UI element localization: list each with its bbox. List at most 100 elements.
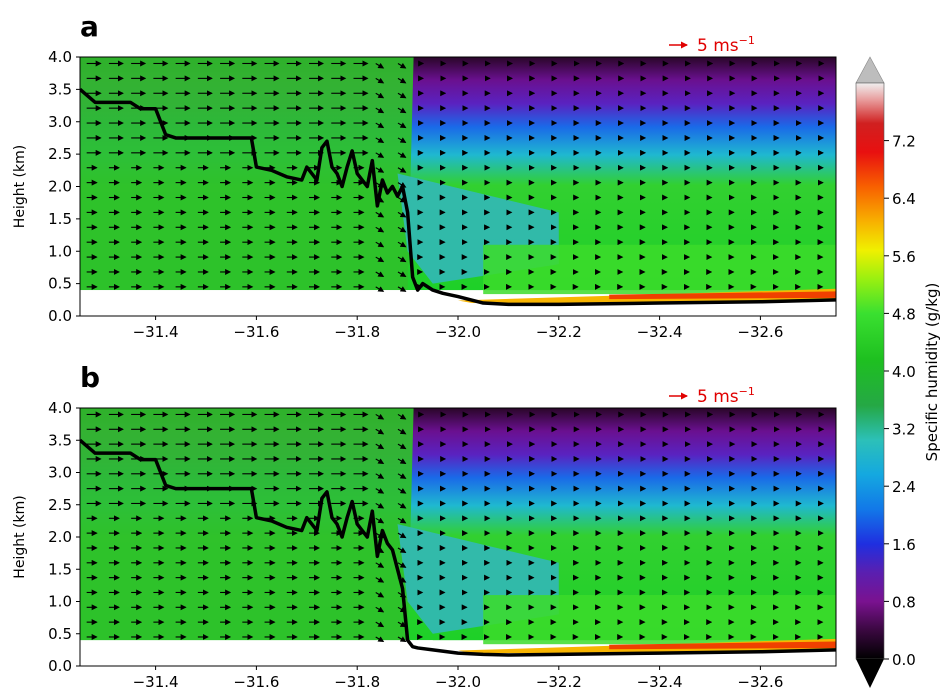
wind-vector [397, 152, 407, 158]
y-tick-label: 4.0 [48, 399, 72, 417]
wind-vector [397, 413, 407, 420]
wind-vector [375, 256, 385, 263]
wind-vector [375, 428, 385, 435]
y-tick-label: 3.0 [48, 113, 72, 131]
panel-b: 0.0 0.5 1.0 1.5 2.0 2.5 3.0 3.5 4.0 −31.4 −31.6 −31… [12, 361, 837, 691]
wind-vector [375, 137, 385, 143]
wind-vector [397, 502, 407, 509]
wind-vector [397, 241, 407, 248]
missing-data-band [80, 290, 433, 316]
wind-vector [375, 107, 385, 114]
humidity-surface-jet-core [609, 291, 836, 300]
panel-letter: b [80, 361, 100, 394]
colorbar-tick-label: 1.6 [892, 536, 916, 554]
wind-vector [397, 211, 407, 218]
colorbar-tick-label: 7.2 [892, 133, 916, 151]
x-tick-label: −32.0 [435, 323, 481, 341]
wind-vector [375, 286, 385, 292]
y-tick-label: 2.0 [48, 178, 72, 196]
colorbar: 0.0 0.8 1.6 2.4 3.2 4.0 4.8 5.6 6.4 7.2 Specific … [855, 56, 941, 688]
wind-vector [397, 122, 407, 129]
y-tick-label: 2.5 [48, 496, 72, 514]
wind-vector [397, 271, 407, 277]
wind-vector [375, 92, 385, 99]
y-tick-label: 1.0 [48, 593, 72, 611]
y-tick-label: 4.0 [48, 48, 72, 66]
wind-vector [375, 636, 385, 643]
wind-vector [375, 271, 385, 277]
wind-vector [397, 92, 407, 99]
wind-vector [397, 226, 407, 233]
wind-vector [397, 256, 407, 263]
wind-vector [397, 636, 407, 643]
colorbar-tick-label: 4.0 [892, 363, 916, 381]
wind-vector [375, 517, 385, 524]
y-axis-label: Height (km) [12, 145, 28, 228]
wind-vector [375, 152, 385, 158]
y-tick-label: 2.5 [48, 145, 72, 163]
y-tick-label: 0.0 [48, 307, 72, 325]
x-tick-label: −31.6 [233, 323, 279, 341]
colorbar-tick-label: 4.8 [892, 305, 916, 323]
wind-vector [375, 226, 385, 233]
x-tick-label: −31.6 [233, 673, 279, 691]
y-tick-label: 1.0 [48, 242, 72, 260]
wind-vector [397, 532, 407, 539]
missing-data-band-right [432, 303, 836, 316]
wind-vector [397, 77, 407, 84]
colorbar-extend-low [856, 659, 884, 688]
humidity-field-lowlevel [483, 595, 836, 645]
wind-vector [375, 591, 385, 598]
x-tick-label: −32.2 [536, 323, 582, 341]
wind-vector [375, 167, 385, 173]
plot-area [80, 57, 836, 316]
boundary-line [80, 88, 836, 307]
wind-vector [397, 428, 407, 435]
y-tick-label: 0.0 [48, 657, 72, 675]
wind-vector [397, 621, 407, 628]
wind-vector [397, 562, 407, 568]
x-tick-label: −31.8 [334, 673, 380, 691]
y-tick-label: 3.0 [48, 464, 72, 482]
y-tick-label: 3.5 [48, 80, 72, 98]
wind-vector [375, 241, 385, 248]
x-tick-label: −31.4 [133, 323, 179, 341]
colorbar-body [855, 82, 885, 660]
wind-vector [397, 286, 407, 292]
reference-vector-label: 5 ms−1 [697, 385, 755, 407]
colorbar-tick-label: 0.8 [892, 593, 916, 611]
wind-vector [375, 606, 385, 613]
y-tick-label: 0.5 [48, 275, 72, 293]
wind-vector [375, 577, 385, 583]
x-tick-label: −32.6 [737, 323, 783, 341]
wind-vector [397, 62, 407, 69]
wind-vector [397, 167, 407, 173]
humidity-field-upwind [80, 57, 414, 291]
humidity-surface-jet-core [609, 641, 836, 650]
reference-vector-superscript: −1 [739, 385, 755, 398]
wind-vector [397, 547, 407, 553]
wind-vector [397, 443, 407, 450]
wind-vector [375, 122, 385, 129]
colorbar-label: Specific humidity (g/kg) [923, 283, 941, 462]
x-tick-label: −32.6 [737, 673, 783, 691]
colorbar-tick-label: 6.4 [892, 190, 916, 208]
x-tick-label: −32.4 [637, 673, 683, 691]
wind-vector [397, 458, 407, 464]
colorbar-tick-label: 5.6 [892, 248, 916, 266]
wind-vector [397, 488, 407, 494]
reference-vector-superscript: −1 [739, 34, 755, 47]
y-tick-label: 1.5 [48, 210, 72, 228]
wind-vector [375, 62, 385, 69]
wind-vector [397, 137, 407, 143]
x-tick-label: −32.4 [637, 323, 683, 341]
wind-vector [375, 413, 385, 420]
wind-vector [375, 443, 385, 450]
wind-vector [375, 621, 385, 628]
colorbar-tick-label: 3.2 [892, 421, 916, 439]
wind-vector [397, 107, 407, 114]
colorbar-tick-label: 0.0 [892, 651, 916, 669]
plot-area [80, 408, 836, 666]
y-tick-label: 3.5 [48, 431, 72, 449]
missing-data-band [80, 640, 433, 666]
